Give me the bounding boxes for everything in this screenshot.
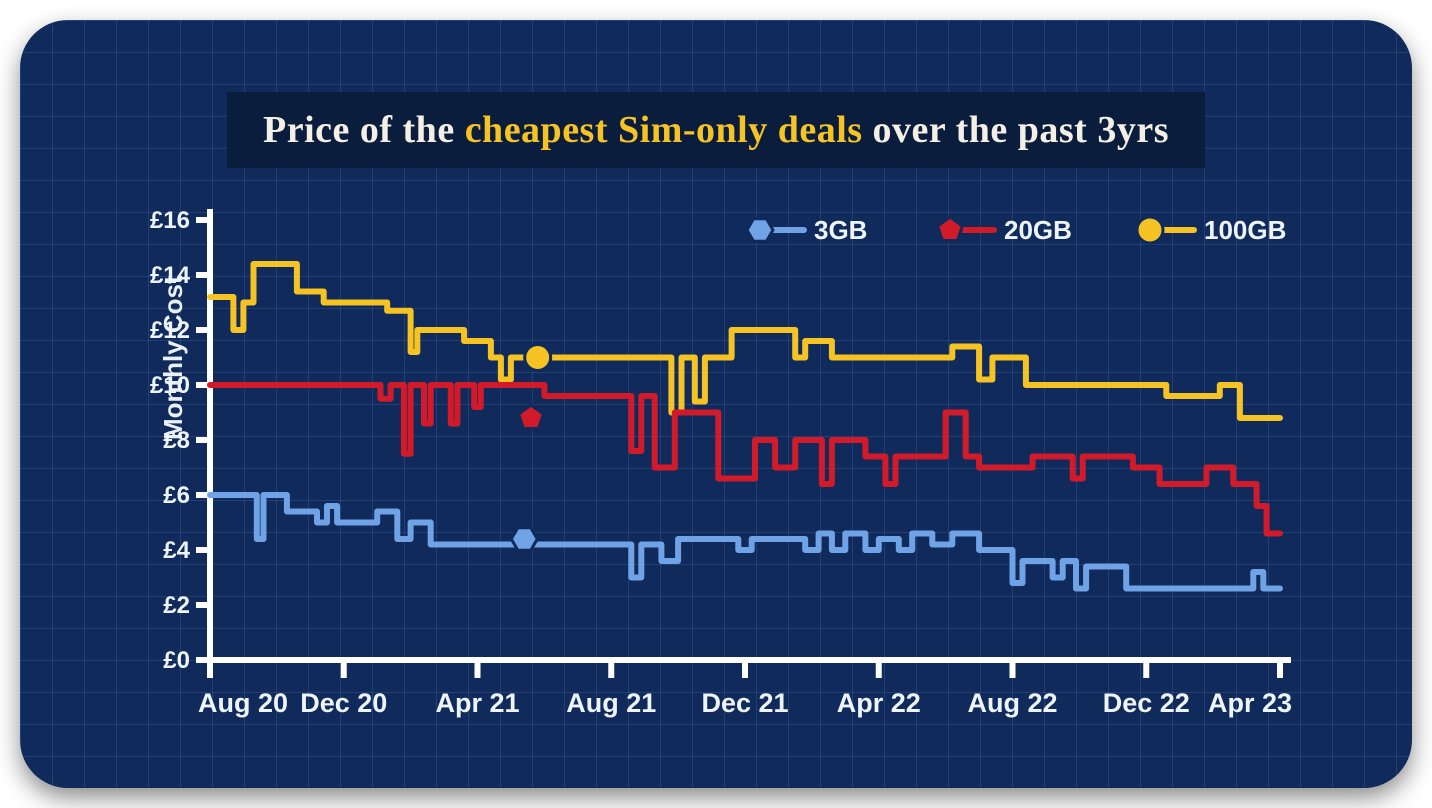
y-tick-label: £8: [163, 427, 190, 454]
x-tick-label: Aug 21: [566, 688, 656, 718]
chart-card: Price of the cheapest Sim-only deals ove…: [20, 20, 1412, 788]
chart-area: £0 £2 £4 £6 £8 £10 £12 £14 £16 Aug 20 Dec 20 Apr 21…: [140, 200, 1340, 760]
x-tick-label: Apr 22: [837, 688, 921, 718]
series-line-s100gb: [210, 264, 1280, 418]
title-post: over the past 3yrs: [863, 109, 1169, 151]
title-pre: Price of the: [263, 109, 465, 151]
y-tick-label: £12: [150, 317, 190, 344]
x-tick-label: Aug 22: [967, 688, 1057, 718]
y-tick-label: £16: [150, 207, 190, 234]
series-marker-s20gb: [519, 405, 544, 429]
y-tick-label: £2: [163, 592, 190, 619]
x-tick-label: Apr 23: [1208, 688, 1292, 718]
legend-label-s100gb: 100GB: [1204, 215, 1286, 245]
y-tick-label: £4: [163, 537, 190, 564]
series-marker-s3gb: [511, 528, 537, 551]
y-tick-label: £0: [163, 647, 190, 674]
x-tick-label: Apr 21: [435, 688, 519, 718]
y-tick-label: £6: [163, 482, 190, 509]
line-chart: £0 £2 £4 £6 £8 £10 £12 £14 £16 Aug 20 Dec 20 Apr 21…: [140, 200, 1340, 760]
legend-marker-s20gb: [938, 217, 963, 241]
legend-marker-s100gb: [1137, 217, 1163, 243]
x-tick-label: Dec 21: [701, 688, 788, 718]
chart-title: Price of the cheapest Sim-only deals ove…: [227, 92, 1205, 168]
series-line-s20gb: [210, 385, 1280, 534]
title-emphasis: cheapest Sim-only deals: [465, 109, 863, 151]
x-tick-label: Dec 20: [300, 688, 387, 718]
x-tick-label: Aug 20: [198, 688, 288, 718]
legend-marker-s3gb: [747, 219, 773, 242]
y-tick-label: £10: [150, 372, 190, 399]
series-line-s3gb: [210, 495, 1280, 589]
legend-label-s3gb: 3GB: [814, 215, 867, 245]
x-tick-label: Dec 22: [1103, 688, 1190, 718]
series-marker-s100gb: [525, 345, 551, 371]
y-tick-label: £14: [150, 262, 191, 289]
legend-label-s20gb: 20GB: [1004, 215, 1072, 245]
